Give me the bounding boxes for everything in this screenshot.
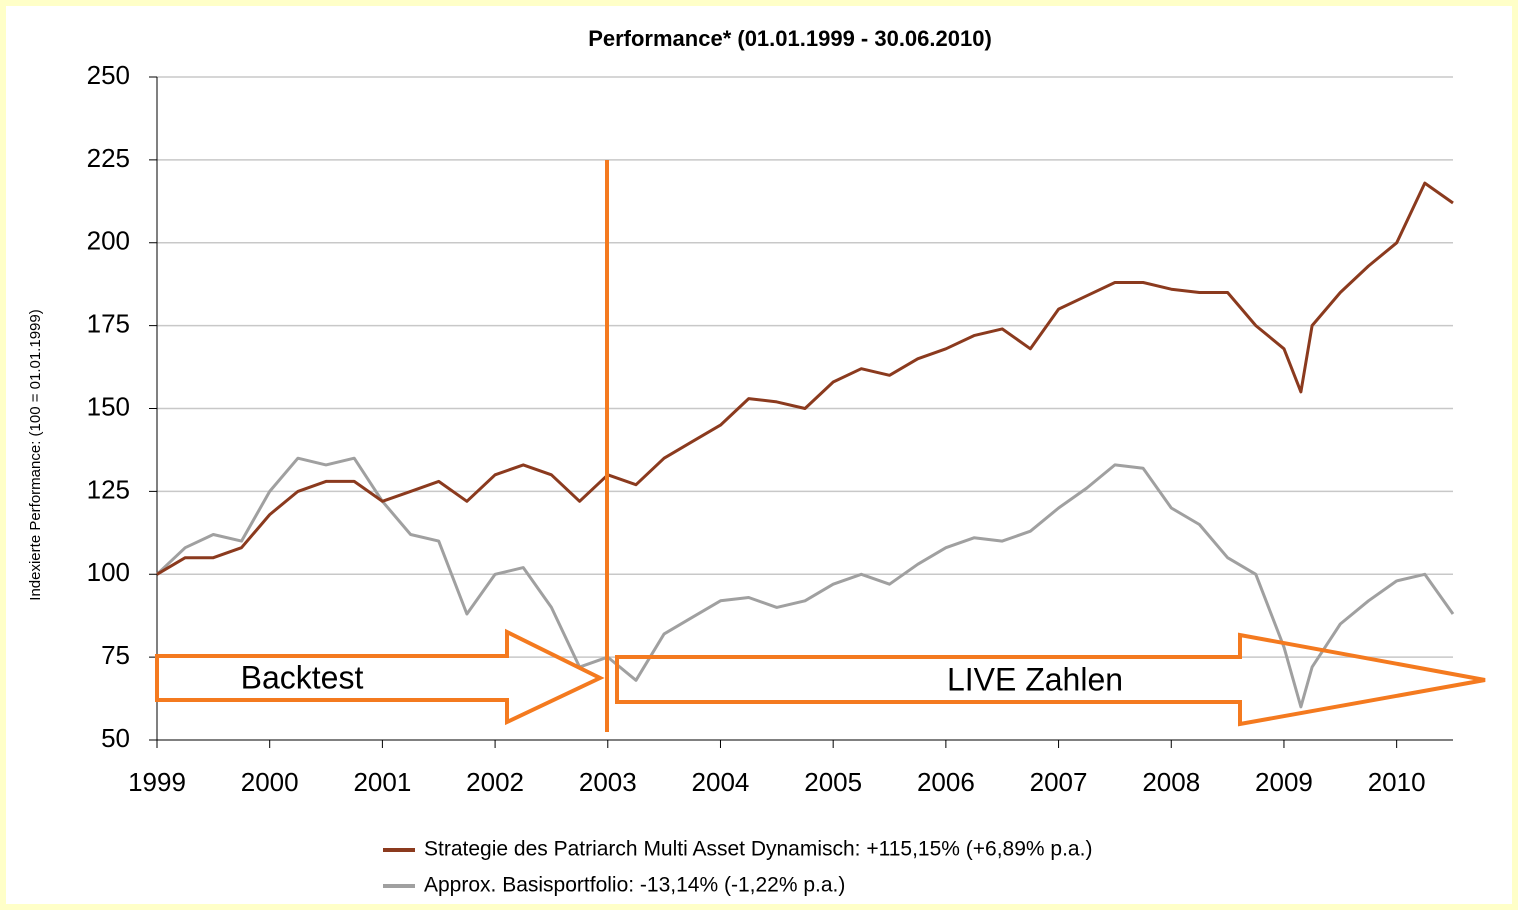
x-tick-label: 2005 bbox=[804, 767, 862, 797]
x-tick-label: 2002 bbox=[466, 767, 524, 797]
legend-label: Strategie des Patriarch Multi Asset Dyna… bbox=[424, 838, 1092, 861]
x-tick-label: 2001 bbox=[353, 767, 411, 797]
y-axis-label: Indexierte Performance: (100 = 01.01.199… bbox=[27, 309, 44, 600]
x-tick-label: 2007 bbox=[1030, 767, 1088, 797]
y-tick-label: 200 bbox=[87, 226, 130, 256]
x-tick-label: 1999 bbox=[128, 767, 186, 797]
x-tick-label: 2010 bbox=[1368, 767, 1426, 797]
y-tick-label: 75 bbox=[101, 640, 130, 670]
annotation: Backtest bbox=[241, 659, 364, 695]
y-tick-label: 150 bbox=[87, 391, 130, 421]
arrow bbox=[615, 632, 1486, 727]
chart-title: Performance* (01.01.1999 - 30.06.2010) bbox=[588, 26, 992, 51]
y-tick-label: 100 bbox=[87, 557, 130, 587]
y-tick-label: 225 bbox=[87, 143, 130, 173]
x-tick-label: 2006 bbox=[917, 767, 975, 797]
x-tick-label: 2003 bbox=[579, 767, 637, 797]
legend-label: Approx. Basisportfolio: -13,14% (-1,22% … bbox=[424, 874, 845, 897]
y-tick-label: 125 bbox=[87, 474, 130, 504]
x-tick-label: 2004 bbox=[692, 767, 750, 797]
annotation: LIVE Zahlen bbox=[947, 661, 1123, 697]
series-line bbox=[155, 456, 1455, 709]
x-tick-label: 2008 bbox=[1142, 767, 1200, 797]
series-line bbox=[156, 181, 1454, 576]
y-tick-label: 50 bbox=[101, 723, 130, 753]
y-tick-label: 175 bbox=[87, 309, 130, 339]
x-tick-label: 2000 bbox=[241, 767, 299, 797]
x-tick-label: 2009 bbox=[1255, 767, 1313, 797]
background bbox=[6, 6, 1512, 904]
y-tick-label: 250 bbox=[87, 60, 130, 90]
arrow bbox=[155, 628, 605, 726]
